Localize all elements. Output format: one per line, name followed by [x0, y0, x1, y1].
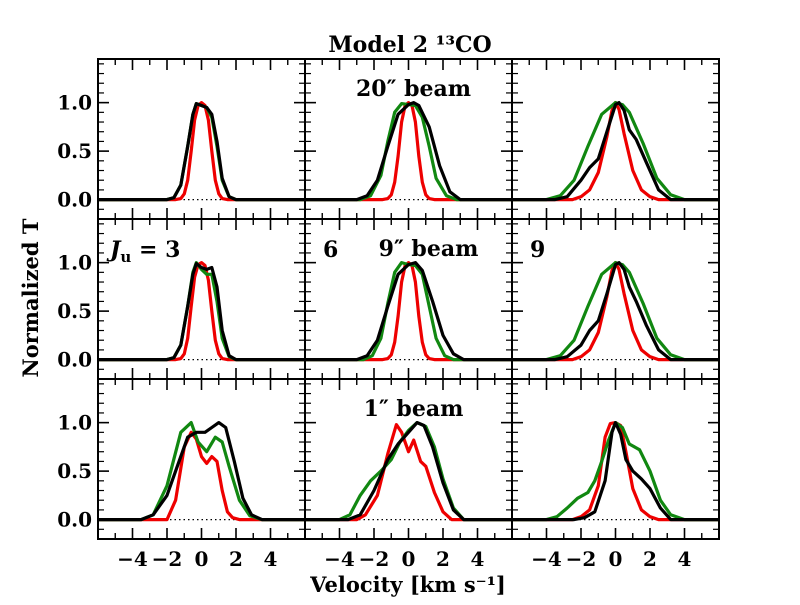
series-group	[305, 421, 512, 522]
series-group	[98, 421, 305, 522]
panel-frame	[511, 378, 720, 540]
green-line	[98, 261, 305, 362]
red-line	[512, 101, 719, 202]
panel-frame	[97, 58, 306, 220]
red-line	[98, 261, 305, 362]
panel-r0-c1: 20″ beam	[304, 58, 513, 220]
x-tick-label: −4	[324, 547, 355, 571]
red-line	[98, 430, 305, 522]
x-tick-label: −4	[117, 547, 148, 571]
red-line	[305, 423, 512, 522]
panel-grid: 0.0 0.5 1.0 20″ beam 0.0 0.5 1.0 Ju = 3 9″ beam 6…	[57, 58, 720, 571]
green-line	[512, 261, 719, 362]
black-line	[98, 262, 305, 362]
green-line	[512, 101, 719, 202]
transition-label: 6	[323, 237, 338, 263]
y-tick-label: 1.0	[57, 251, 92, 275]
black-line	[305, 101, 512, 202]
y-axis-label: Normalized T	[18, 218, 43, 377]
series-group	[512, 101, 719, 202]
red-line	[512, 261, 719, 362]
series-group	[305, 101, 512, 202]
chart-title: Model 2 ¹³CO	[328, 32, 491, 58]
y-tick-label: 0.5	[57, 459, 92, 483]
x-tick-label: 2	[643, 547, 657, 571]
red-line	[305, 261, 512, 362]
green-line	[305, 261, 512, 362]
red-line	[512, 421, 719, 522]
x-tick-label: 2	[229, 547, 243, 571]
panel-frame	[97, 218, 306, 380]
green-line	[98, 102, 305, 202]
series-group	[98, 261, 305, 362]
panel-r0-c2	[511, 58, 720, 220]
x-tick-label: −2	[359, 547, 390, 571]
green-line	[305, 421, 512, 522]
black-line	[305, 261, 512, 362]
y-tick-label: 0.0	[57, 188, 92, 212]
series-group	[512, 261, 719, 362]
beam-label: 1″ beam	[364, 396, 464, 422]
x-tick-label: 2	[436, 547, 450, 571]
x-tick-label: −2	[152, 547, 183, 571]
black-line	[512, 101, 719, 202]
red-line	[98, 101, 305, 202]
black-line	[98, 102, 305, 202]
green-line	[305, 102, 512, 202]
y-tick-label: 1.0	[57, 411, 92, 435]
series-group	[305, 261, 512, 362]
y-tick-label: 0.5	[57, 299, 92, 323]
y-tick-label: 1.0	[57, 91, 92, 115]
red-line	[305, 101, 512, 202]
black-line	[512, 261, 719, 362]
x-tick-label: 4	[471, 547, 485, 571]
panel-r2-c1: −4 −2 0 2 4 1″ beam	[304, 378, 513, 571]
y-tick-label: 0.0	[57, 508, 92, 532]
y-tick-label: 0.5	[57, 139, 92, 163]
x-tick-label: 0	[195, 547, 209, 571]
x-tick-label: 4	[678, 547, 692, 571]
x-tick-label: 0	[402, 547, 416, 571]
x-tick-label: 4	[264, 547, 278, 571]
panel-r1-c0: 0.0 0.5 1.0 Ju = 3	[57, 218, 306, 380]
y-tick-label: 0.0	[57, 348, 92, 372]
green-line	[98, 421, 305, 522]
x-axis-label: Velocity [km s⁻¹]	[309, 572, 506, 597]
series-group	[98, 101, 305, 202]
x-tick-label: −4	[531, 547, 562, 571]
series-group	[512, 421, 719, 522]
x-tick-label: 0	[609, 547, 623, 571]
black-line	[98, 421, 305, 522]
beam-label: 9″ beam	[379, 236, 479, 262]
x-tick-label: −2	[566, 547, 597, 571]
black-line	[305, 421, 512, 522]
panel-r0-c0: 0.0 0.5 1.0	[57, 58, 306, 220]
panel-r2-c2: −4 −2 0 2 4	[511, 378, 720, 571]
panel-r2-c0: 0.0 0.5 1.0 −4 −2 0 2 4	[57, 378, 306, 571]
panel-r1-c1: 9″ beam 6	[304, 218, 513, 380]
panel-frame	[511, 58, 720, 220]
panel-r1-c2: 9	[511, 218, 720, 380]
black-line	[512, 421, 719, 522]
beam-label: 20″ beam	[356, 76, 471, 102]
transition-label: 9	[530, 237, 545, 263]
transition-label: Ju = 3	[106, 237, 180, 266]
green-line	[512, 421, 719, 522]
